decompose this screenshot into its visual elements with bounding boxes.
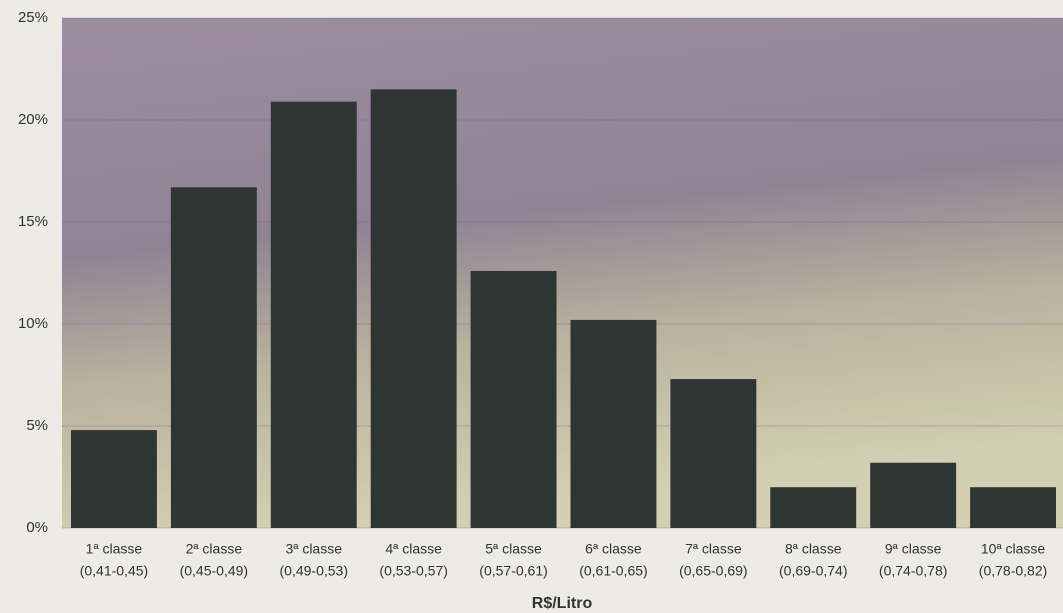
- bar: [370, 89, 457, 529]
- x-tick-label: 7ª classe: [685, 541, 742, 557]
- bar: [870, 462, 957, 528]
- x-tick-label: 9ª classe: [885, 541, 942, 557]
- x-tick-label: (0,57-0,61): [479, 563, 547, 579]
- x-tick-label: 3ª classe: [285, 541, 342, 557]
- x-tick-label: (0,41-0,45): [80, 563, 148, 579]
- x-tick-label: 10ª classe: [981, 541, 1046, 557]
- x-tick-label: 6ª classe: [585, 541, 642, 557]
- bar: [270, 101, 357, 528]
- y-tick-label: 20%: [18, 111, 48, 128]
- x-tick-label: (0,69-0,74): [779, 563, 847, 579]
- x-tick-label: (0,61-0,65): [579, 563, 647, 579]
- x-tick-label: (0,78-0,82): [979, 563, 1047, 579]
- x-tick-label: 1ª classe: [86, 541, 143, 557]
- x-tick-label: 4ª classe: [385, 541, 442, 557]
- x-tick-label: (0,53-0,57): [379, 563, 447, 579]
- y-tick-label: 25%: [18, 9, 48, 26]
- x-tick-label: (0,45-0,49): [180, 563, 248, 579]
- bar: [770, 487, 857, 528]
- x-tick-label: (0,49-0,53): [280, 563, 348, 579]
- y-tick-label: 15%: [18, 213, 48, 230]
- bar: [170, 187, 257, 528]
- bar: [570, 319, 657, 528]
- x-tick-label: (0,74-0,78): [879, 563, 947, 579]
- bar: [670, 379, 757, 528]
- y-tick-label: 0%: [26, 519, 48, 536]
- bar: [970, 487, 1057, 528]
- x-tick-label: 2ª classe: [186, 541, 243, 557]
- x-tick-label: 5ª classe: [485, 541, 542, 557]
- bar: [470, 270, 557, 528]
- y-tick-label: 10%: [18, 315, 48, 332]
- x-tick-label: (0,65-0,69): [679, 563, 747, 579]
- x-tick-label: 8ª classe: [785, 541, 842, 557]
- y-tick-label: 5%: [26, 417, 48, 434]
- bar: [70, 430, 157, 528]
- x-axis-title: R$/Litro: [532, 595, 593, 612]
